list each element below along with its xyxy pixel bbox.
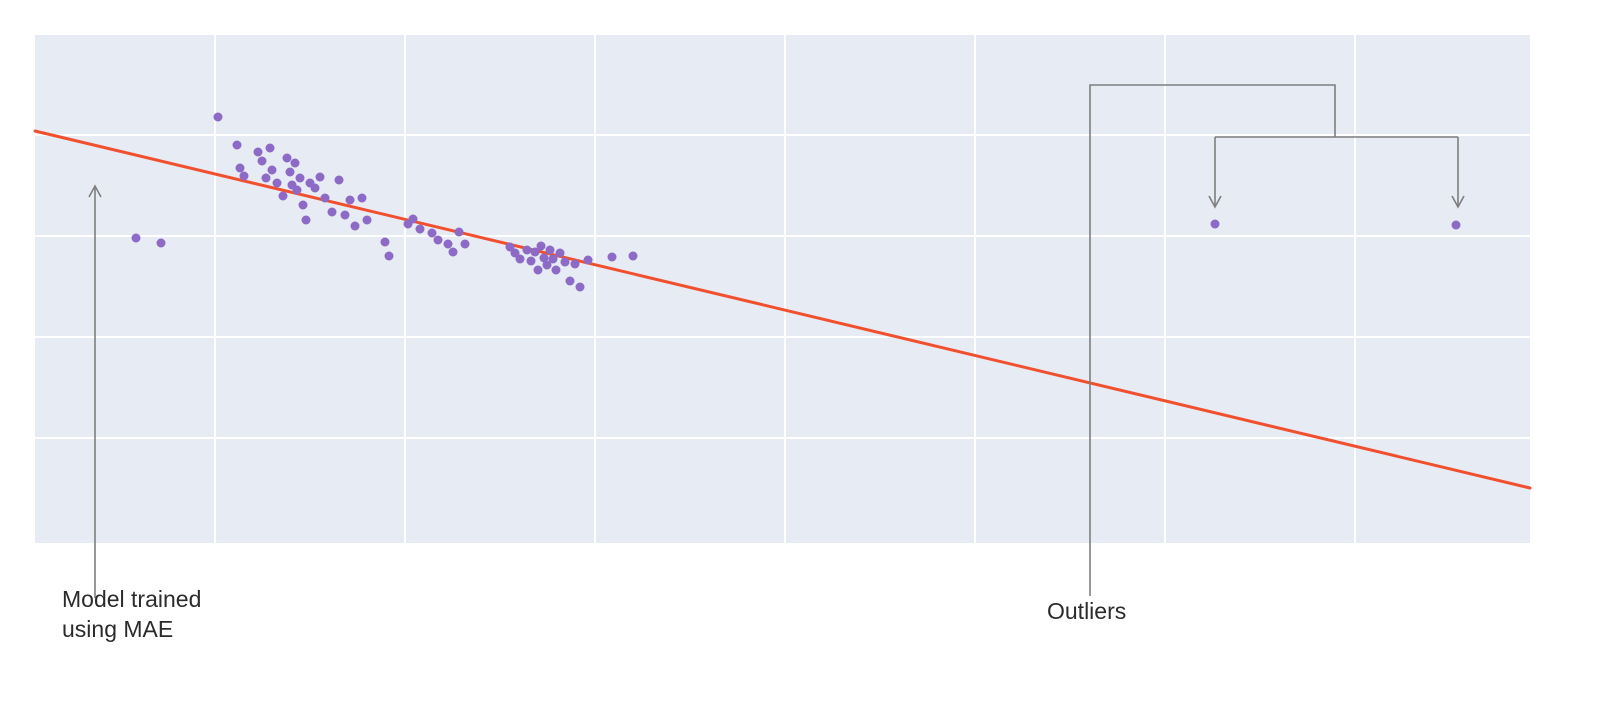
scatter-point [539, 253, 549, 263]
scatter-point [272, 178, 282, 188]
scatter-point [433, 235, 443, 245]
scatter-point [213, 112, 223, 122]
scatter-point [505, 242, 515, 252]
scatter-point [261, 173, 271, 183]
scatter-point [427, 228, 437, 238]
scatter-point [345, 195, 355, 205]
outlier-point [1451, 220, 1461, 230]
plot-area [35, 35, 1530, 543]
scatter-point [253, 147, 263, 157]
scatter-point [239, 171, 249, 181]
scatter-point [290, 158, 300, 168]
scatter-point [334, 175, 344, 185]
scatter-point [310, 183, 320, 193]
outliers-stem-line [1089, 84, 1336, 596]
outlier-arrowhead-icon [1451, 195, 1465, 209]
scatter-point [320, 193, 330, 203]
scatter-point [526, 256, 536, 266]
scatter-point [384, 251, 394, 261]
scatter-point [628, 251, 638, 261]
scatter-point [350, 221, 360, 231]
scatter-point [340, 210, 350, 220]
scatter-point [607, 252, 617, 262]
scatter-point [380, 237, 390, 247]
scatter-point [448, 247, 458, 257]
mae-label-line1: Model trained [62, 586, 202, 612]
scatter-point [295, 173, 305, 183]
scatter-point [460, 239, 470, 249]
scatter-point [510, 248, 520, 258]
scatter-point [536, 241, 546, 251]
scatter-point [285, 167, 295, 177]
regression-line [33, 129, 1532, 490]
scatter-point [298, 200, 308, 210]
scatter-point [443, 239, 453, 249]
mae-annotation-label: Model trained using MAE [62, 584, 201, 645]
scatter-point [265, 143, 275, 153]
scatter-point [362, 215, 372, 225]
scatter-point [548, 254, 558, 264]
scatter-point [545, 245, 555, 255]
scatter-point [583, 255, 593, 265]
scatter-point [357, 193, 367, 203]
scatter-point [542, 260, 552, 270]
scatter-point [278, 191, 288, 201]
scatter-point [415, 224, 425, 234]
scatter-point [315, 172, 325, 182]
outliers-annotation-label: Outliers [1047, 598, 1127, 624]
scatter-point [235, 163, 245, 173]
scatter-point [156, 238, 166, 248]
scatter-point [454, 227, 464, 237]
scatter-point [575, 282, 585, 292]
scatter-point [533, 265, 543, 275]
scatter-point [257, 156, 267, 166]
scatter-point [408, 214, 418, 224]
scatter-point [282, 153, 292, 163]
mae-label-line2: using MAE [62, 616, 174, 643]
scatter-point [522, 245, 532, 255]
scatter-point [232, 140, 242, 150]
scatter-point [327, 207, 337, 217]
outlier-point [1210, 219, 1220, 229]
scatter-point [551, 265, 561, 275]
outlier-arrowhead-icon [1208, 195, 1222, 209]
scatter-point [515, 254, 525, 264]
scatter-point [131, 233, 141, 243]
scatter-point [292, 185, 302, 195]
scatter-point [530, 247, 540, 257]
scatter-point [267, 165, 277, 175]
scatter-point [565, 276, 575, 286]
scatter-point [555, 248, 565, 258]
scatter-point [570, 259, 580, 269]
scatter-point [560, 257, 570, 267]
mae-arrowhead-icon [88, 184, 102, 198]
scatter-point [301, 215, 311, 225]
